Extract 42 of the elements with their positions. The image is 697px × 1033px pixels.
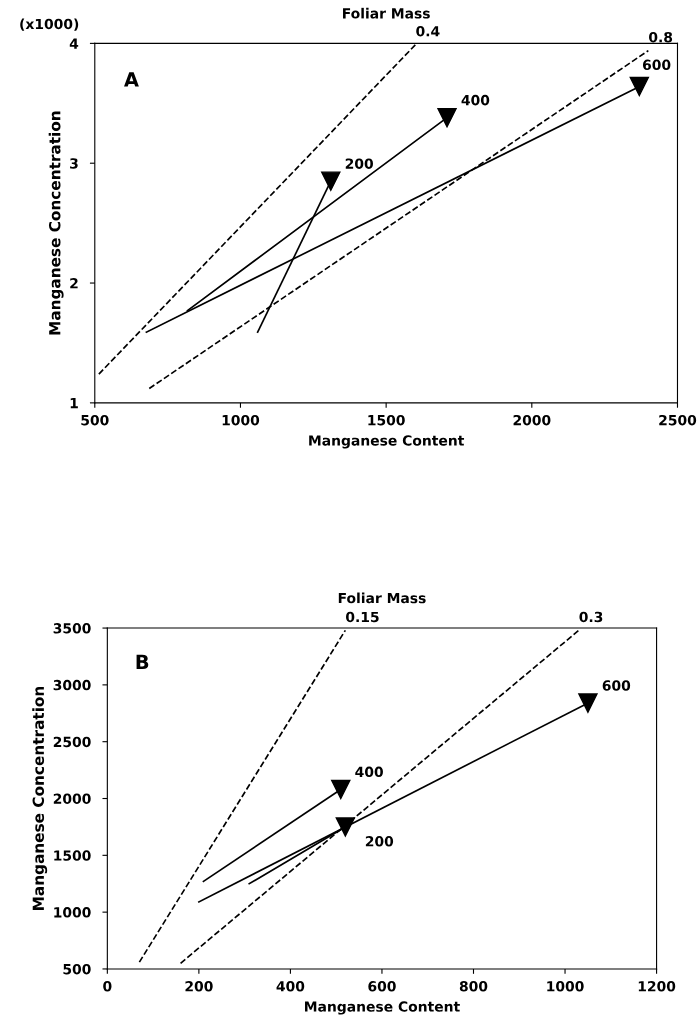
x2-axis-title: Foliar Mass: [338, 592, 426, 604]
x-tick-label: 400: [276, 981, 305, 992]
annotation: B: [136, 654, 149, 669]
x-tick-label: 1000: [547, 981, 584, 992]
annotation: 400: [461, 94, 490, 106]
y-tick-label: 3000: [53, 679, 91, 691]
y-tick-label: 2: [70, 278, 78, 289]
annotation: 600: [642, 59, 671, 71]
annotation: 200: [345, 158, 373, 169]
x-tick-label: 200: [185, 981, 213, 992]
y-tick-label: 3500: [53, 623, 91, 634]
y-tick-label: 2500: [53, 736, 91, 748]
annotation: 0.3: [579, 611, 603, 623]
y-tick-label: 1500: [54, 850, 91, 861]
x-tick-label: 2000: [513, 414, 551, 426]
y-tick-label: 3: [70, 158, 78, 169]
x-tick-label: 500: [81, 414, 109, 426]
x2-axis-title: Foliar Mass: [343, 7, 430, 19]
x-tick-label: 800: [459, 981, 488, 992]
x-tick-label: 1000: [222, 414, 260, 426]
x-tick-label: 1200: [638, 981, 676, 992]
annotation: A: [124, 72, 139, 87]
annotation: 600: [602, 680, 631, 691]
annotation: 200: [365, 836, 394, 847]
annotation: 0.15: [346, 611, 379, 623]
annotation: 0.8: [649, 31, 673, 43]
y-tick-label: 4: [69, 38, 79, 49]
y-tick-label: 500: [63, 963, 91, 975]
text: (x1000): [20, 18, 79, 31]
y-tick-label: 2000: [53, 793, 91, 804]
x-axis-title: Manganese Content: [309, 435, 465, 449]
x-tick-label: 1500: [368, 414, 405, 426]
x-axis-title: Manganese Content: [305, 1001, 460, 1015]
x-tick-label: 2500: [659, 414, 697, 426]
x-tick-label: 0: [103, 981, 112, 992]
annotation: 0.4: [416, 25, 440, 37]
y-axis-title: Manganese Concentration: [48, 111, 64, 335]
y-tick-label: 1000: [54, 907, 91, 918]
y-axis-title: Manganese Concentration: [32, 686, 48, 910]
annotation: 400: [355, 766, 383, 778]
y-tick-label: 1: [70, 398, 78, 409]
x-tick-label: 600: [368, 981, 396, 992]
